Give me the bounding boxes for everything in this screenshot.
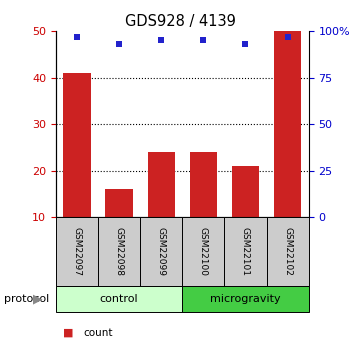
Bar: [56, 286, 182, 312]
Bar: [148, 152, 175, 217]
Bar: [98, 217, 140, 286]
Text: ▶: ▶: [33, 293, 43, 306]
Text: count: count: [83, 328, 113, 338]
Text: GSM22099: GSM22099: [157, 227, 166, 276]
Text: GSM22101: GSM22101: [241, 227, 250, 276]
Text: GDS928 / 4139: GDS928 / 4139: [125, 14, 236, 29]
Text: GSM22097: GSM22097: [73, 227, 82, 276]
Text: protocol: protocol: [4, 294, 49, 304]
Bar: [63, 73, 91, 217]
Bar: [225, 217, 266, 286]
Bar: [274, 31, 301, 217]
Bar: [182, 286, 309, 312]
Bar: [266, 217, 309, 286]
Text: GSM22100: GSM22100: [199, 227, 208, 276]
Bar: [190, 152, 217, 217]
Text: GSM22102: GSM22102: [283, 227, 292, 276]
Text: ■: ■: [63, 328, 77, 338]
Text: microgravity: microgravity: [210, 294, 281, 304]
Bar: [182, 217, 225, 286]
Bar: [105, 189, 133, 217]
Text: GSM22098: GSM22098: [115, 227, 123, 276]
Bar: [232, 166, 259, 217]
Text: control: control: [100, 294, 138, 304]
Bar: [140, 217, 182, 286]
Bar: [56, 217, 98, 286]
